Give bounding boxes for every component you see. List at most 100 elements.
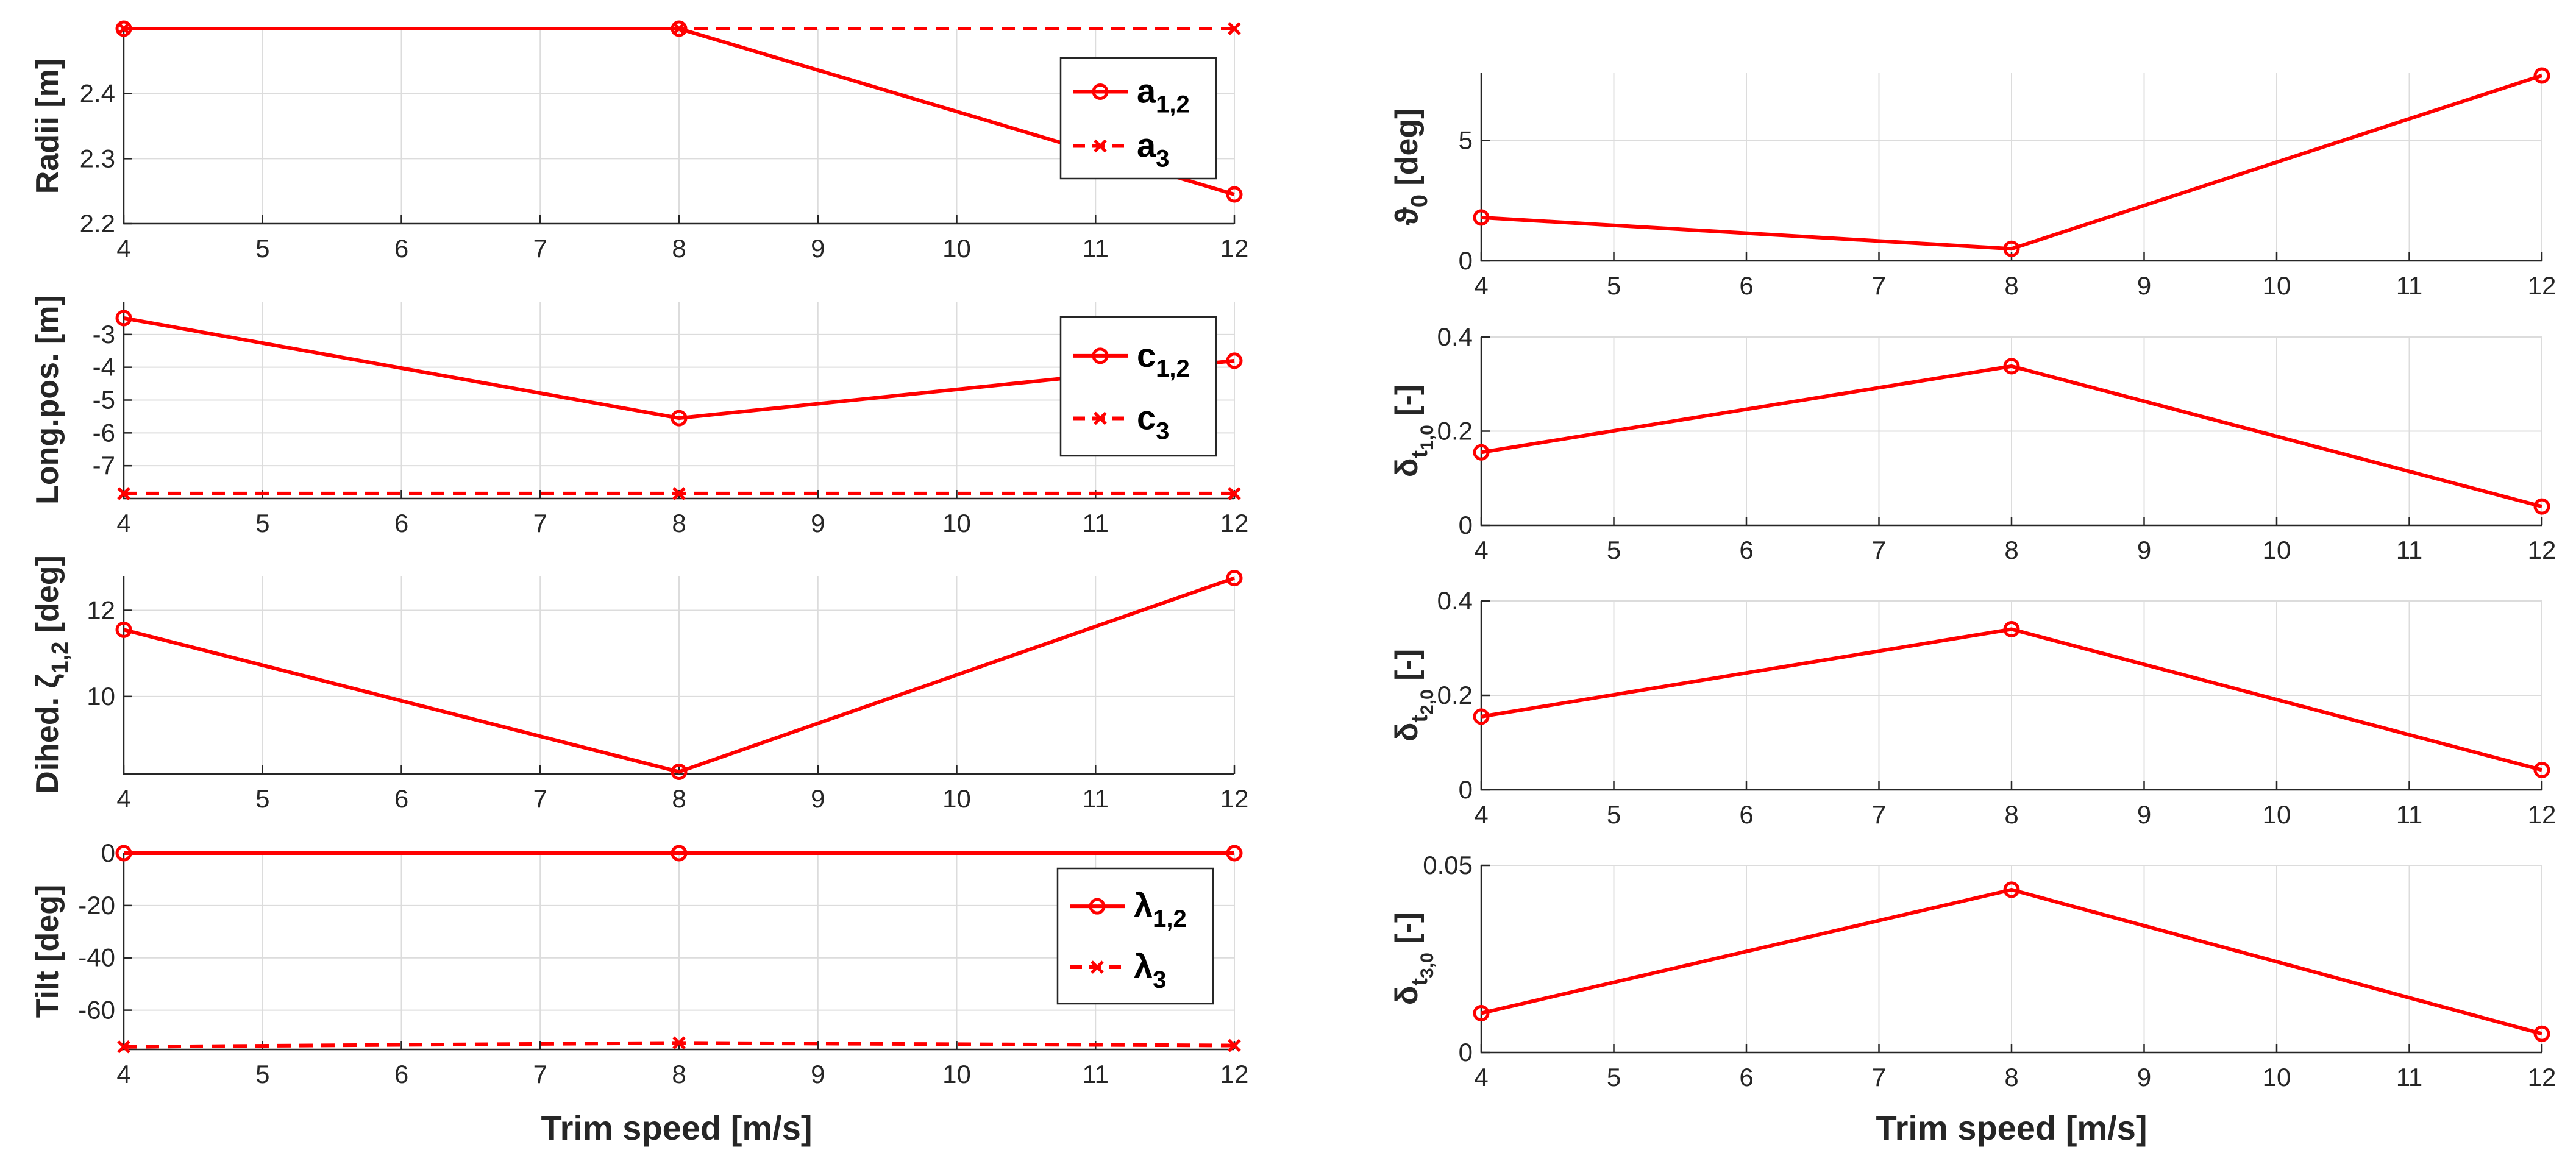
y-tick-label: -60: [78, 996, 115, 1024]
y-tick-label: 2.3: [80, 144, 115, 172]
chart-dt3: 4 5 6 7 8 9 10 11 12 0 0.05 δt3,0 [-]: [1389, 851, 2556, 1091]
x-tick-label: 12: [1220, 509, 1249, 538]
x-tick-label: 7: [1872, 1063, 1886, 1091]
y-tick-label: -3: [93, 320, 115, 349]
data-point: [672, 22, 686, 35]
x-tick-label: 7: [533, 1060, 547, 1088]
y-tick-label: 0.4: [1437, 322, 1473, 351]
x-tick-label: 10: [2263, 1063, 2291, 1091]
x-tick-label: 5: [1607, 800, 1621, 829]
legend-box: [1059, 57, 1217, 180]
y-tick-label: 5: [1459, 126, 1473, 155]
chart-tilt: 4 5 6 7 8 9 10 11 12 -60 -40 -20 0 Tilt [deg] λ1,2 λ3: [30, 839, 1248, 1088]
data-point: [1228, 1038, 1241, 1052]
data-point: [2533, 761, 2550, 778]
x-tick-label: 10: [942, 234, 971, 263]
y-tick-label: 0.05: [1423, 851, 1473, 879]
x-tick-label: 11: [2396, 800, 2423, 829]
x-tick-label: 5: [1607, 271, 1621, 300]
data-point: [1226, 570, 1243, 587]
data-point: [1226, 845, 1243, 862]
left-xlabel: Trim speed [m/s]: [541, 1109, 812, 1147]
x-tick-label: 6: [394, 784, 408, 813]
x-tick-label: 9: [2137, 800, 2151, 829]
y-axis-label: Long.pos. [m]: [30, 295, 65, 505]
series-line-0: [1481, 887, 2542, 1036]
x-tick-label: 7: [1872, 271, 1886, 300]
data-point: [672, 487, 686, 500]
data-point: [115, 845, 132, 862]
legend-marker: [1092, 347, 1109, 364]
data-point: [1226, 186, 1243, 203]
x-tick-label: 12: [2528, 800, 2556, 829]
legend-entry: c1,2: [1137, 336, 1190, 382]
y-tick-label: 2.4: [80, 79, 115, 108]
x-tick-label: 7: [1872, 536, 1886, 564]
chart-theta0: 4 5 6 7 8 9 10 11 12 0 5 ϑ0 [deg]: [1389, 67, 2556, 300]
legend-entry: a3: [1137, 126, 1169, 172]
legend-marker: [1091, 960, 1104, 974]
x-tick-label: 12: [1220, 234, 1249, 263]
y-tick-label: 10: [87, 682, 115, 711]
series-line-0: [1481, 364, 2542, 509]
y-tick-label: 0: [101, 839, 115, 867]
data-point: [2003, 240, 2020, 257]
y-axis-label: δt2,0 [-]: [1389, 649, 1437, 742]
x-tick-label: 11: [1082, 1060, 1109, 1088]
y-axis-label: ϑ0 [deg]: [1389, 108, 1432, 226]
x-tick-label: 11: [2396, 271, 2423, 300]
x-tick-label: 8: [2004, 1063, 2018, 1091]
data-point: [2003, 621, 2020, 637]
y-tick-label: 12: [87, 596, 115, 625]
y-tick-label: -5: [93, 386, 115, 414]
x-tick-label: 12: [1220, 1060, 1249, 1088]
data-point: [2003, 881, 2020, 898]
data-point: [2533, 67, 2550, 84]
legend-marker: [1092, 83, 1109, 100]
data-point: [115, 621, 132, 638]
y-tick-label: -4: [93, 353, 115, 381]
series-line-0: [1481, 627, 2542, 772]
data-point: [117, 487, 130, 500]
x-tick-label: 4: [116, 784, 130, 813]
y-axis-label: Dihed. ζ1,2 [deg]: [30, 555, 73, 794]
x-tick-label: 9: [2137, 271, 2151, 300]
y-axis-label: δt1,0 [-]: [1389, 385, 1437, 477]
legend-box: [1056, 867, 1214, 1005]
x-tick-label: 4: [116, 509, 130, 538]
x-tick-label: 9: [2137, 1063, 2151, 1091]
legend: λ1,2 λ3: [1056, 867, 1214, 1005]
x-tick-label: 11: [1082, 234, 1109, 263]
chart-dt2: 4 5 6 7 8 9 10 11 12 0 0.2 0.4 δt2,0 [-]: [1389, 586, 2556, 829]
x-tick-label: 6: [394, 1060, 408, 1088]
x-tick-label: 4: [116, 1060, 130, 1088]
x-tick-label: 5: [255, 234, 269, 263]
x-tick-label: 9: [811, 509, 825, 538]
x-tick-label: 6: [1739, 800, 1753, 829]
data-point: [1473, 1005, 1490, 1022]
x-tick-label: 4: [1474, 271, 1488, 300]
chart-radii: 4 5 6 7 8 9 10 11 12 2.2 2.3 2.4 Radii [m] a1,2 a3: [30, 20, 1249, 263]
chart-dihedral: 4 5 6 7 8 9 10 11 12 10 12 Dihed. ζ1,2 [deg]: [30, 555, 1248, 813]
x-tick-label: 10: [942, 784, 971, 813]
x-tick-label: 10: [2263, 536, 2291, 564]
x-tick-label: 4: [1474, 1063, 1488, 1091]
x-tick-label: 5: [255, 509, 269, 538]
y-tick-label: 0: [1459, 246, 1473, 275]
data-point: [1473, 708, 1490, 725]
x-tick-label: 4: [116, 234, 130, 263]
data-point: [1228, 22, 1241, 35]
y-tick-label: -6: [93, 418, 115, 447]
x-tick-label: 12: [2528, 536, 2556, 564]
x-tick-label: 11: [1082, 784, 1109, 813]
x-tick-label: 12: [2528, 271, 2556, 300]
right-xlabel: Trim speed [m/s]: [1876, 1109, 2147, 1147]
data-point: [1226, 352, 1243, 369]
chart-dt1: 4 5 6 7 8 9 10 11 12 0 0.2 0.4 δt1,0 [-]: [1389, 322, 2556, 564]
data-point: [117, 22, 130, 35]
x-tick-label: 5: [255, 784, 269, 813]
data-point: [1228, 487, 1241, 500]
y-tick-label: -7: [93, 451, 115, 480]
x-tick-label: 11: [2396, 536, 2423, 564]
